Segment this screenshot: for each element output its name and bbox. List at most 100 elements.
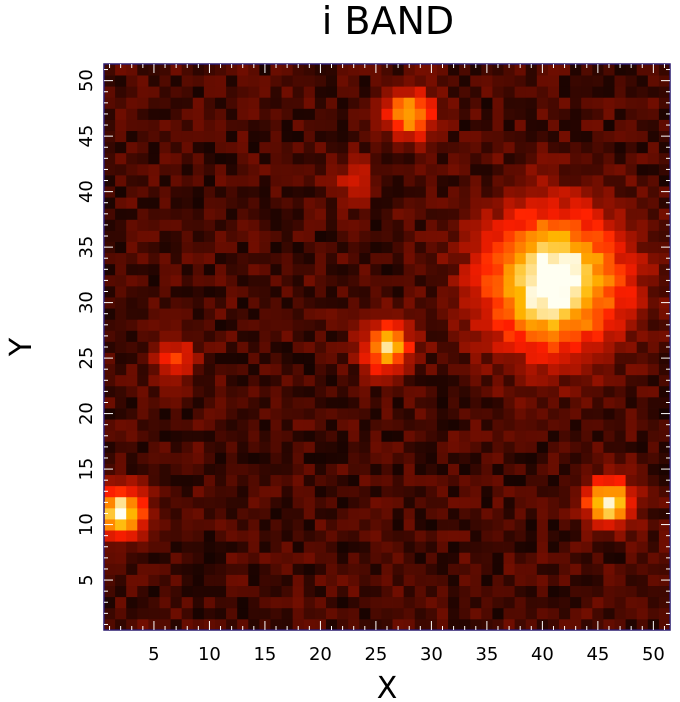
heatmap-cell <box>359 230 371 242</box>
heatmap-cell <box>403 174 416 187</box>
heatmap-cell <box>381 496 393 509</box>
heatmap-cell <box>248 507 260 520</box>
heatmap-cell <box>525 385 538 398</box>
heatmap-cell <box>625 530 638 542</box>
heatmap-cell <box>159 219 171 231</box>
heatmap-cell <box>392 230 405 242</box>
heatmap-cell <box>281 219 294 231</box>
heatmap-cell <box>403 496 416 509</box>
heatmap-cell <box>337 408 349 420</box>
heatmap-cell <box>625 363 638 376</box>
heatmap-cell <box>636 485 649 498</box>
heatmap-cell <box>192 352 205 365</box>
heatmap-cell <box>359 341 371 353</box>
heatmap-cell <box>470 274 482 287</box>
heatmap-cell <box>226 519 238 531</box>
heatmap-cell <box>392 186 405 198</box>
heatmap-cell <box>292 274 305 287</box>
heatmap-cell <box>181 519 194 531</box>
heatmap-cell <box>115 408 127 420</box>
heatmap-cell <box>259 174 271 187</box>
heatmap-cell <box>359 585 371 598</box>
heatmap-cell <box>126 108 138 120</box>
heatmap-cell <box>381 396 393 409</box>
heatmap-cell <box>525 230 538 242</box>
heatmap-cell <box>348 541 360 553</box>
heatmap-cell <box>603 574 615 587</box>
heatmap-cell <box>403 241 416 254</box>
heatmap-cell <box>658 319 671 331</box>
heatmap-cell <box>625 141 638 154</box>
heatmap-cell <box>414 530 427 542</box>
heatmap-cell <box>547 297 560 309</box>
heatmap-cell <box>625 607 638 620</box>
heatmap-cell <box>436 374 449 387</box>
heatmap-cell <box>226 374 238 387</box>
heatmap-cell <box>658 530 671 542</box>
heatmap-cell <box>436 108 449 120</box>
heatmap-cell <box>481 396 493 409</box>
heatmap-cell <box>436 474 449 487</box>
heatmap-cell <box>259 585 271 598</box>
heatmap-cell <box>126 563 138 575</box>
heatmap-cell <box>148 152 160 165</box>
heatmap-cell <box>337 352 349 365</box>
heatmap-cell <box>536 86 549 98</box>
heatmap-cell <box>281 474 294 487</box>
heatmap-cell <box>314 396 327 409</box>
heatmap-cell <box>259 141 271 154</box>
heatmap-cell <box>603 541 615 553</box>
heatmap-cell <box>525 252 538 265</box>
heatmap-cell <box>226 197 238 209</box>
heatmap-cell <box>203 463 216 476</box>
heatmap-cell <box>203 496 216 509</box>
heatmap-cell <box>581 119 593 131</box>
heatmap-cell <box>126 330 138 342</box>
heatmap-cell <box>470 441 482 453</box>
heatmap-cell <box>370 97 382 109</box>
heatmap-cell <box>647 441 660 453</box>
heatmap-cell <box>647 263 660 276</box>
heatmap-cell <box>459 319 471 331</box>
heatmap-cell <box>370 474 382 487</box>
heatmap-cell <box>448 230 460 242</box>
heatmap-cell <box>314 507 327 520</box>
heatmap-cell <box>281 618 294 631</box>
heatmap-cell <box>403 297 416 309</box>
heatmap-cell <box>481 285 493 298</box>
heatmap-cell <box>325 130 338 143</box>
heatmap-cell <box>126 64 138 76</box>
heatmap-cell <box>325 241 338 254</box>
heatmap-cell <box>226 230 238 242</box>
heatmap-cell <box>459 341 471 353</box>
heatmap-cell <box>514 385 527 398</box>
heatmap-cell <box>536 463 549 476</box>
heatmap-cell <box>203 419 216 431</box>
heatmap-cell <box>303 552 316 564</box>
heatmap-cell <box>536 319 549 331</box>
heatmap-cell <box>137 585 149 598</box>
heatmap-cell <box>592 308 604 320</box>
heatmap-cell <box>603 563 615 575</box>
heatmap-cell <box>436 596 449 609</box>
heatmap-cell <box>414 141 427 154</box>
heatmap-cell <box>559 186 571 198</box>
heatmap-cell <box>547 64 560 76</box>
heatmap-cell <box>503 219 516 231</box>
heatmap-cell <box>436 297 449 309</box>
heatmap-cell <box>137 297 149 309</box>
heatmap-cell <box>425 430 438 442</box>
heatmap-cell <box>425 197 438 209</box>
heatmap-cell <box>536 297 549 309</box>
heatmap-cell <box>226 430 238 442</box>
heatmap-cell <box>592 452 604 464</box>
heatmap-cell <box>514 607 527 620</box>
heatmap-cell <box>459 130 471 143</box>
heatmap-cell <box>325 119 338 131</box>
heatmap-cell <box>126 75 138 87</box>
heatmap-cell <box>459 75 471 87</box>
heatmap-cell <box>281 86 294 98</box>
heatmap-cell <box>448 563 460 575</box>
heatmap-cell <box>614 141 627 154</box>
heatmap-cell <box>192 330 205 342</box>
